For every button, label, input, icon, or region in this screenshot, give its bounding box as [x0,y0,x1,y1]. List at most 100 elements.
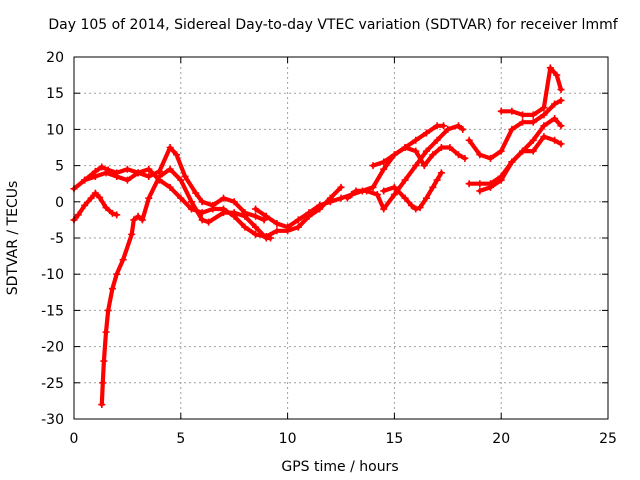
x-tick-label: 20 [492,431,510,447]
data-point [119,256,127,264]
data-point [540,111,548,119]
data-point [198,216,206,224]
series-line [71,145,267,222]
data-point [540,122,548,130]
data-point [177,176,185,184]
series-group [70,64,565,409]
data-point [429,183,437,191]
chart-title: Day 105 of 2014, Sidereal Day-to-day VTE… [48,17,618,33]
y-tick-label: 10 [46,122,64,138]
data-point [252,212,260,220]
data-point [145,172,153,180]
data-point [422,194,430,202]
data-point [412,205,420,213]
data-point [123,176,131,184]
data-point [98,401,106,409]
data-point [444,125,452,133]
data-point [433,136,441,144]
data-point [81,201,89,209]
data-point [465,136,473,144]
data-point [459,125,467,133]
data-point [401,194,409,202]
series-arc5 [252,122,448,231]
data-point [102,328,110,336]
data-point [252,205,260,213]
data-point [134,169,142,177]
data-point [519,118,527,126]
series-arc11 [476,133,565,195]
data-point [209,205,217,213]
data-point [91,189,99,197]
series-arc6 [343,122,467,213]
y-tick-label: -30 [41,412,64,428]
data-point [373,191,381,199]
data-point [476,180,484,188]
series-arc8 [380,169,445,213]
data-point [380,187,388,195]
y-tick-label: -10 [41,267,64,283]
data-point [352,187,360,195]
data-point [412,162,420,170]
data-point [465,180,473,188]
data-point [553,71,561,79]
data-point [401,144,409,151]
y-tick-label: 20 [46,50,64,66]
data-point [390,151,398,159]
series-arc1 [70,189,121,224]
data-point [412,147,420,155]
data-point [260,216,268,224]
data-point [390,183,398,191]
data-point [487,154,495,162]
series-line [381,170,444,212]
data-point [519,111,527,119]
x-tick-labels: 0 5 10 15 20 25 [70,431,617,447]
data-point [390,191,398,199]
y-tick-label: 15 [46,86,64,102]
data-point [102,204,110,212]
x-tick-label: 0 [70,431,79,447]
series-arc10 [465,96,565,162]
data-point [138,216,146,224]
data-point [380,205,388,213]
data-point [557,96,565,104]
data-point [551,100,559,108]
data-point [305,209,313,217]
data-point [454,151,462,159]
data-point [187,205,195,213]
data-point [337,183,345,191]
data-point [294,223,302,231]
data-point [113,270,121,278]
data-point [546,64,554,72]
data-point [130,216,138,224]
data-point [177,194,185,202]
data-point [198,209,206,217]
data-point [166,183,174,191]
data-point [529,111,537,119]
series-arc4 [81,165,345,241]
data-point [476,151,484,159]
data-point [508,158,516,166]
x-axis-label: GPS time / hours [281,459,398,475]
data-point [557,86,565,94]
data-point [454,122,462,130]
y-tick-label: -5 [50,231,64,247]
data-point [284,223,292,231]
data-point [412,136,420,144]
data-point [497,147,505,155]
data-point [173,151,181,159]
series-arc7 [369,144,469,170]
data-point [230,212,238,220]
data-point [155,176,163,184]
data-point [273,227,281,235]
data-point [96,193,104,201]
data-point [508,107,516,115]
data-point [145,165,153,173]
data-point [401,176,409,184]
data-point [187,198,195,206]
x-tick-label: 5 [176,431,185,447]
y-tick-labels: -30 -25 -20 -15 -10 -5 0 5 10 15 20 [41,50,64,428]
series-arc12 [497,64,565,119]
data-point [422,129,430,137]
data-point [529,118,537,126]
data-point [198,198,206,206]
